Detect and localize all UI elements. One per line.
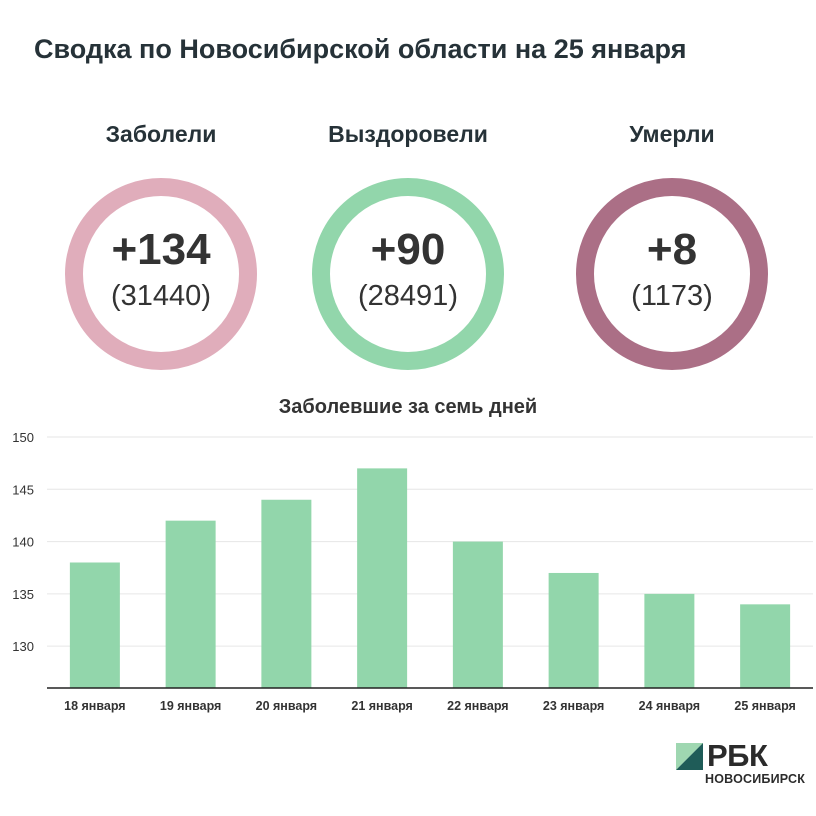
stat-infected-ring: +134 (31440) — [63, 176, 259, 372]
x-tick-label: 19 января — [160, 699, 221, 713]
stat-recovered: Выздоровели +90 (28491) — [288, 118, 528, 372]
stat-recovered-ring: +90 (28491) — [310, 176, 506, 372]
y-tick-label: 140 — [12, 535, 34, 550]
stat-infected-total: (31440) — [111, 280, 211, 312]
bar — [644, 593, 695, 688]
x-tick-label: 20 января — [256, 699, 317, 713]
bar — [165, 520, 216, 688]
stat-infected-delta: +134 — [111, 225, 211, 274]
rbc-logo-icon — [676, 743, 703, 770]
stat-deaths-label: Умерли — [629, 121, 715, 147]
x-tick-label: 23 января — [543, 699, 604, 713]
logo-city: НОВОСИБИРСК — [705, 772, 806, 786]
stat-deaths-circle — [576, 178, 768, 370]
chart-title: Заболевшие за семь дней — [278, 396, 538, 418]
rbc-logo: РБК НОВОСИБИРСК — [676, 739, 808, 787]
stat-infected-circle — [65, 178, 257, 370]
y-tick-label: 145 — [12, 482, 34, 497]
bar — [452, 541, 503, 688]
page-title: Сводка по Новосибирской области на 25 ян… — [34, 34, 687, 64]
stat-recovered-label: Выздоровели — [328, 121, 488, 147]
stat-recovered-circle — [312, 178, 504, 370]
stat-recovered-delta: +90 — [370, 225, 446, 274]
x-tick-label: 21 января — [351, 699, 412, 713]
bar — [740, 604, 791, 688]
y-tick-label: 130 — [12, 639, 34, 654]
bar — [548, 572, 599, 688]
bar — [357, 468, 408, 688]
logo-name: РБК — [707, 738, 768, 773]
bar — [261, 499, 312, 688]
stat-deaths: Умерли +8 (1173) — [552, 118, 792, 372]
bar — [69, 562, 120, 688]
x-tick-label: 25 января — [734, 699, 795, 713]
x-tick-label: 24 января — [639, 699, 700, 713]
stat-deaths-delta: +8 — [646, 225, 698, 274]
y-tick-label: 150 — [12, 430, 34, 445]
stat-recovered-total: (28491) — [358, 280, 458, 312]
stat-deaths-total: (1173) — [631, 280, 713, 312]
stat-deaths-ring: +8 (1173) — [574, 176, 770, 372]
x-tick-label: 22 января — [447, 699, 508, 713]
stat-infected-label: Заболели — [105, 121, 217, 147]
bar-chart: 130 135 140 145 150 18 января 19 января 20 янва… — [12, 430, 813, 713]
stat-infected: Заболели +134 (31440) — [41, 118, 281, 372]
x-tick-label: 18 января — [64, 699, 125, 713]
y-tick-label: 135 — [12, 587, 34, 602]
